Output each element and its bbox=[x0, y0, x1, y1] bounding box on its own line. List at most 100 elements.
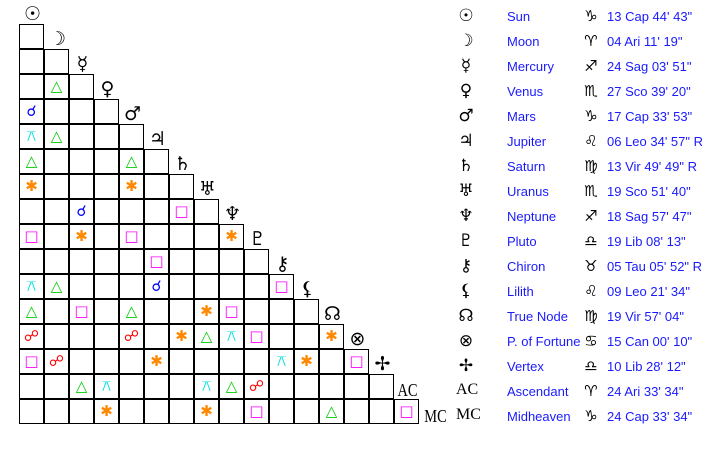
aspect-cell bbox=[19, 249, 44, 274]
conjunction-aspect-cell: ☌ bbox=[19, 99, 44, 124]
body-position: 27 Sco 39' 20" bbox=[607, 84, 691, 99]
position-row: ⚸ Lilith ♌ 09 Leo 21' 34" bbox=[450, 280, 705, 305]
saturn-icon: ♄ bbox=[173, 153, 192, 175]
aspect-cell bbox=[19, 49, 44, 74]
aspect-cell bbox=[169, 249, 194, 274]
aspect-cell bbox=[94, 149, 119, 174]
aspect-cell bbox=[244, 299, 269, 324]
aspect-cell bbox=[294, 374, 319, 399]
aspect-cell bbox=[19, 399, 44, 424]
aspect-cell bbox=[169, 224, 194, 249]
aspect-cell bbox=[194, 224, 219, 249]
position-row: ♂ Mars ♑ 17 Cap 33' 53" bbox=[450, 105, 705, 130]
aspect-cell bbox=[319, 349, 344, 374]
aspect-cell bbox=[19, 374, 44, 399]
aspect-cell bbox=[94, 199, 119, 224]
trine-aspect-cell: △ bbox=[69, 374, 94, 399]
trine-aspect-cell: △ bbox=[219, 374, 244, 399]
aspect-cell bbox=[44, 99, 69, 124]
aspect-cell bbox=[69, 149, 94, 174]
position-row: MC Midheaven ♑ 24 Cap 33' 34" bbox=[450, 405, 705, 430]
aspect-cell bbox=[194, 349, 219, 374]
body-name: Chiron bbox=[507, 259, 546, 274]
uranus-icon: ♅ bbox=[198, 178, 217, 200]
body-name: Venus bbox=[507, 84, 544, 99]
sextile-aspect-cell: ✱ bbox=[69, 224, 94, 249]
zodiac-sign-icon: ♎ bbox=[584, 232, 598, 250]
aspect-cell bbox=[69, 74, 94, 99]
aspect-cell bbox=[69, 99, 94, 124]
square-aspect-cell: □ bbox=[269, 274, 294, 299]
aspect-cell bbox=[294, 399, 319, 424]
aspect-cell bbox=[269, 299, 294, 324]
quincunx-aspect-cell: ⚻ bbox=[269, 349, 294, 374]
aspect-cell bbox=[19, 74, 44, 99]
uranus-icon: ♅ bbox=[458, 181, 474, 201]
aspect-cell bbox=[69, 249, 94, 274]
body-position: 13 Vir 49' 49" R bbox=[607, 159, 697, 174]
p-of-fortune-icon: ⊗ bbox=[349, 328, 366, 350]
body-name: P. of Fortune bbox=[507, 334, 581, 349]
zodiac-sign-icon: ♉ bbox=[584, 257, 598, 275]
midheaven-icon: MC bbox=[456, 406, 481, 423]
aspect-cell bbox=[344, 374, 369, 399]
aspect-cell bbox=[44, 174, 69, 199]
chiron-icon: ⚷ bbox=[275, 253, 290, 275]
body-name: Lilith bbox=[507, 284, 534, 299]
aspect-cell bbox=[119, 274, 144, 299]
square-aspect-cell: □ bbox=[119, 224, 144, 249]
aspect-cell bbox=[119, 199, 144, 224]
zodiac-sign-icon: ♋ bbox=[584, 332, 598, 350]
aspect-cell bbox=[194, 249, 219, 274]
aspect-cell bbox=[144, 374, 169, 399]
saturn-icon: ♄ bbox=[458, 156, 474, 176]
square-aspect-cell: □ bbox=[19, 349, 44, 374]
aspect-cell bbox=[169, 274, 194, 299]
quincunx-aspect-cell: ⚻ bbox=[19, 274, 44, 299]
body-position: 17 Cap 33' 53" bbox=[607, 109, 693, 124]
zodiac-sign-icon: ♎ bbox=[584, 357, 598, 375]
square-aspect-cell: □ bbox=[394, 399, 419, 424]
body-position: 10 Lib 28' 12" bbox=[607, 359, 686, 374]
aspect-cell bbox=[94, 349, 119, 374]
aspect-cell bbox=[219, 274, 244, 299]
ascendant-icon: AC bbox=[397, 380, 418, 400]
neptune-icon: ♆ bbox=[223, 203, 242, 225]
opposition-aspect-cell: ☍ bbox=[19, 324, 44, 349]
body-name: Midheaven bbox=[507, 409, 571, 424]
aspect-cell bbox=[94, 324, 119, 349]
quincunx-aspect-cell: ⚻ bbox=[219, 324, 244, 349]
square-aspect-cell: □ bbox=[144, 249, 169, 274]
aspect-cell bbox=[44, 149, 69, 174]
body-name: Ascendant bbox=[507, 384, 569, 399]
square-aspect-cell: □ bbox=[69, 299, 94, 324]
zodiac-sign-icon: ♑ bbox=[584, 407, 598, 425]
zodiac-sign-icon: ♌ bbox=[584, 282, 598, 300]
conjunction-aspect-cell: ☌ bbox=[144, 274, 169, 299]
aspect-cell bbox=[344, 399, 369, 424]
moon-icon: ☽ bbox=[458, 31, 474, 51]
body-name: Jupiter bbox=[507, 134, 547, 149]
lilith-icon: ⚸ bbox=[459, 281, 473, 301]
aspect-cell bbox=[219, 349, 244, 374]
body-position: 15 Can 00' 10" bbox=[607, 334, 693, 349]
aspect-cell bbox=[169, 349, 194, 374]
body-name: Pluto bbox=[507, 234, 537, 249]
body-position: 24 Cap 33' 34" bbox=[607, 409, 693, 424]
position-row: ♅ Uranus ♏ 19 Sco 51' 40" bbox=[450, 180, 705, 205]
aspect-cell bbox=[69, 349, 94, 374]
aspect-cell bbox=[144, 399, 169, 424]
zodiac-sign-icon: ♌ bbox=[584, 132, 598, 150]
aspect-cell bbox=[44, 224, 69, 249]
body-position: 04 Ari 11' 19" bbox=[607, 34, 683, 49]
square-aspect-cell: □ bbox=[344, 349, 369, 374]
true-node-icon: ☊ bbox=[458, 306, 474, 326]
body-name: Sun bbox=[507, 9, 531, 24]
zodiac-sign-icon: ♐ bbox=[584, 207, 598, 225]
position-row: ⊗ P. of Fortune ♋ 15 Can 00' 10" bbox=[450, 330, 705, 355]
aspect-cell bbox=[94, 99, 119, 124]
sextile-aspect-cell: ✱ bbox=[194, 299, 219, 324]
zodiac-sign-icon: ♈ bbox=[584, 382, 598, 400]
trine-aspect-cell: △ bbox=[44, 74, 69, 99]
aspect-cell bbox=[269, 324, 294, 349]
